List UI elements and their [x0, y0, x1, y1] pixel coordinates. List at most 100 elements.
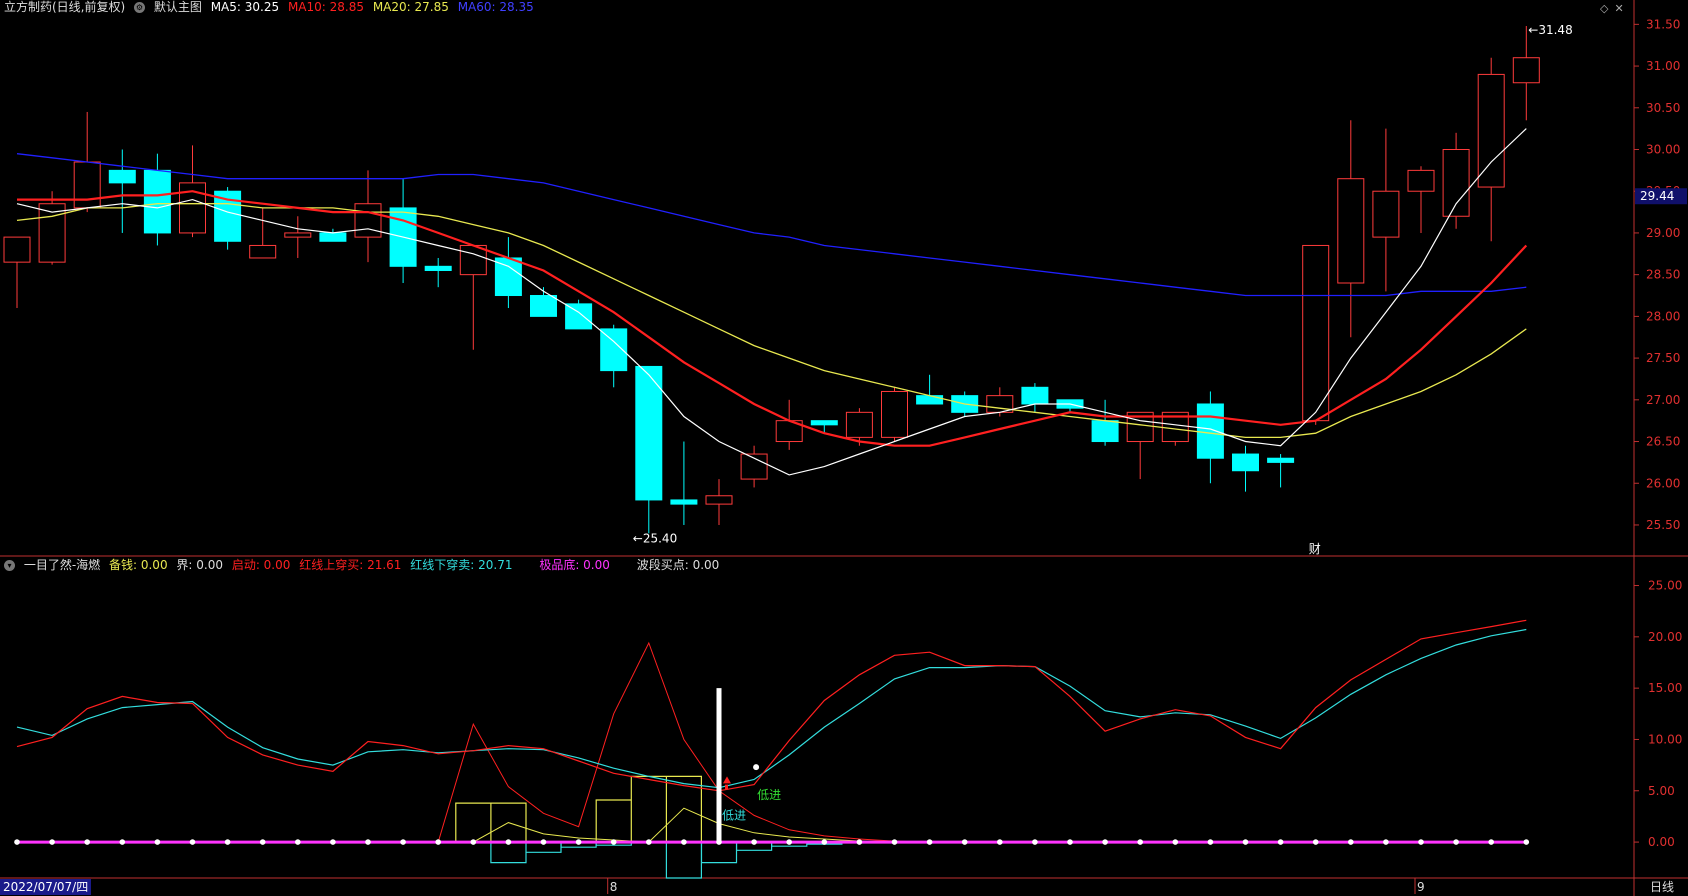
baseline-dot [1102, 839, 1108, 845]
y-tick-label-sub: 15.00 [1648, 681, 1682, 695]
baseline-dot [610, 839, 617, 845]
candle-body [635, 365, 663, 501]
current-price-label: 29.44 [1640, 189, 1674, 203]
finance-marker: 财 [1309, 542, 1321, 556]
baseline-dot [997, 839, 1003, 845]
baseline-dot [435, 839, 442, 845]
candle-body [810, 420, 838, 426]
baseline-dot [821, 839, 828, 845]
baseline-dot [505, 839, 512, 845]
ma60-value: MA60: 28.35 [457, 0, 534, 14]
baseline-dot [295, 839, 301, 845]
y-tick-label-main: 31.00 [1646, 59, 1680, 73]
y-tick-label-main: 30.00 [1646, 143, 1680, 157]
candle-body [565, 303, 593, 330]
baseline-dot [1242, 839, 1249, 845]
baseline-dot [189, 839, 196, 845]
y-tick-label-main: 27.50 [1646, 351, 1680, 365]
hongxian-down-value: 红线下穿卖: 20.71 [410, 558, 513, 572]
baseline-dot [891, 839, 898, 845]
beiqian-steps [455, 775, 702, 843]
candle-body [670, 499, 698, 505]
baseline-dot [681, 839, 687, 845]
baseline-dot [330, 839, 336, 845]
period-label[interactable]: 日线 [1650, 880, 1675, 894]
y-tick-label-sub: 20.00 [1648, 630, 1682, 644]
baseline-dot [926, 839, 933, 845]
jipindi-value: 极品底: 0.00 [539, 558, 610, 572]
month-label: 9 [1417, 880, 1425, 894]
baseline-dot [259, 839, 266, 845]
candle-body [1091, 420, 1119, 443]
candle-body [1021, 386, 1049, 405]
candle-body [1337, 178, 1365, 284]
candle-body [424, 265, 452, 271]
baseline-dot [1312, 839, 1319, 845]
y-tick-label-sub: 10.00 [1648, 732, 1682, 746]
y-tick-label-main: 26.00 [1646, 476, 1680, 490]
baseline-dot [49, 839, 55, 845]
collapse-icon[interactable]: ▾ [4, 560, 15, 571]
y-tick-label-main: 31.50 [1646, 17, 1680, 31]
candle-body [249, 244, 277, 259]
candle-body [1302, 244, 1330, 422]
y-tick-label-main: 27.00 [1646, 393, 1680, 407]
sub-indicator-title[interactable]: 一目了然-海燃 [23, 558, 101, 572]
hongxian-down-line [16, 628, 1527, 789]
ma20-value: MA20: 27.85 [372, 0, 449, 14]
baseline-dot [1418, 839, 1424, 845]
baseline-dot [1137, 839, 1143, 845]
baseline-dot [856, 839, 863, 845]
candle-body [1442, 149, 1470, 217]
baseline-dot [1032, 839, 1038, 845]
baseline-dot [1277, 839, 1284, 845]
y-tick-label-main: 28.00 [1646, 309, 1680, 323]
candle-body [3, 236, 31, 263]
candle-body [1196, 403, 1224, 459]
boduan-value: 波段买点: 0.00 [636, 558, 720, 572]
ma20-line [16, 203, 1527, 439]
baseline-dot [1488, 839, 1494, 845]
close-icon[interactable]: ✕ [1614, 2, 1624, 15]
baseline-dot [575, 839, 582, 845]
y-tick-label-main: 28.50 [1646, 268, 1680, 282]
current-price-tag [1635, 188, 1687, 205]
window-controls: ◇ ✕ [1600, 2, 1630, 15]
baseline-dot [1172, 839, 1179, 845]
baseline-dot [646, 839, 652, 845]
candle-body [845, 411, 873, 438]
ma10-line [17, 190, 1528, 447]
candle-body [1512, 57, 1540, 84]
candle-body [705, 495, 733, 505]
candle-body [284, 232, 312, 238]
candle-body [1407, 169, 1435, 192]
candle-body [881, 390, 908, 438]
settings-icon[interactable]: ⚙ [134, 2, 146, 13]
ma10-value: MA10: 28.85 [287, 0, 364, 14]
candle-body [1477, 73, 1505, 188]
candle-body [38, 203, 66, 263]
baseline-dot [14, 839, 20, 845]
baseline-dot [1523, 839, 1530, 845]
baseline-dot [1348, 839, 1354, 845]
main-indicator-label[interactable]: 默认主图 [153, 0, 202, 14]
candle-body [494, 257, 522, 297]
y-tick-label-main: 29.00 [1646, 226, 1680, 240]
hongxian-up-value: 红线上穿买: 21.61 [299, 558, 402, 572]
candle-body [354, 203, 382, 238]
baseline-dot [1067, 839, 1073, 845]
signal-dot [753, 764, 760, 771]
baseline-dot [470, 839, 477, 845]
y-tick-label-main: 26.50 [1646, 435, 1680, 449]
y-tick-label-main: 25.50 [1646, 518, 1680, 532]
signal-label-low-entry: 低进 [757, 788, 781, 802]
price-annotation-low: ←25.40 [633, 531, 677, 545]
y-tick-label-sub: 5.00 [1648, 784, 1675, 798]
candle-body [1232, 453, 1259, 472]
stock-title[interactable]: 立方制药(日线,前复权) [4, 0, 126, 14]
baseline-dot [786, 839, 792, 845]
candle-body [73, 161, 101, 209]
diamond-icon[interactable]: ◇ [1600, 2, 1609, 15]
baseline-dot [119, 839, 126, 845]
